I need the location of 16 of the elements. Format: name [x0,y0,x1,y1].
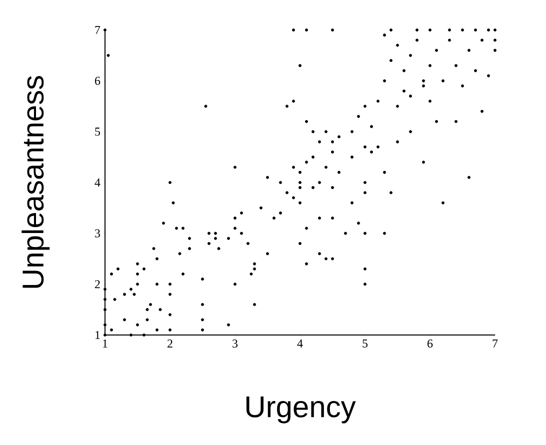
y-tick-label: 6 [94,76,100,85]
x-tick-label: 6 [428,340,433,348]
y-tick-label: 3 [95,229,100,238]
y-tick-label: 7 [95,26,100,34]
x-tick-label: 2 [168,340,172,348]
x-tick-label: 4 [297,340,303,348]
x-tick-label: 1 [103,340,108,348]
x-tick-label: 5 [362,340,368,348]
y-tick-label: 1 [96,331,100,339]
y-tick-label: 4 [94,178,100,186]
x-tick-label: 7 [492,340,498,348]
y-axis-title: Unpleasantness [22,76,50,288]
y-tick-label: 2 [95,280,100,288]
x-tick-label: 3 [232,340,238,348]
x-axis-title: Urgency [246,396,356,424]
y-tick-label: 5 [95,128,100,136]
